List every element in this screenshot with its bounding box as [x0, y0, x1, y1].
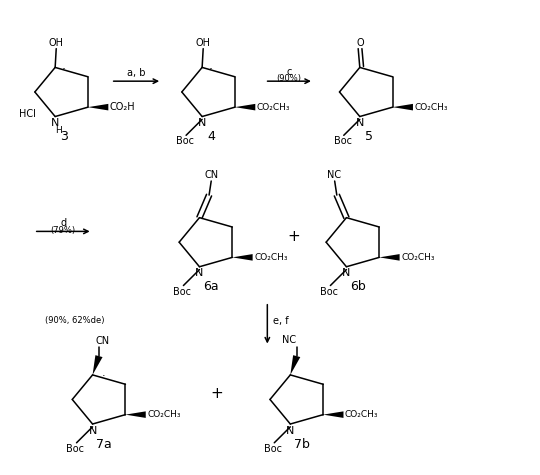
Text: +: + — [288, 229, 300, 244]
Text: CN: CN — [205, 170, 219, 180]
Text: 7a: 7a — [97, 437, 112, 451]
Text: HCl: HCl — [19, 109, 36, 119]
Text: a, b: a, b — [127, 68, 146, 78]
Polygon shape — [235, 104, 255, 110]
Text: ·: · — [102, 371, 105, 381]
Polygon shape — [291, 355, 300, 375]
Text: CO₂H: CO₂H — [110, 102, 136, 112]
Text: CO₂CH₃: CO₂CH₃ — [401, 253, 435, 262]
Polygon shape — [323, 411, 343, 418]
Text: (90%): (90%) — [276, 74, 302, 83]
Polygon shape — [379, 254, 400, 261]
Text: (79%): (79%) — [51, 227, 76, 236]
Text: 4: 4 — [207, 130, 215, 143]
Text: Boc: Boc — [334, 136, 352, 146]
Text: Boc: Boc — [264, 444, 282, 454]
Text: ·: · — [62, 63, 66, 76]
Text: Boc: Boc — [66, 444, 84, 454]
Text: d: d — [60, 218, 66, 228]
Text: ·: · — [208, 63, 213, 76]
Text: Boc: Boc — [176, 136, 194, 146]
Text: N: N — [356, 118, 364, 128]
Text: N: N — [195, 268, 204, 278]
Text: Boc: Boc — [173, 286, 191, 296]
Text: c: c — [287, 67, 292, 77]
Text: NC: NC — [282, 335, 296, 345]
Text: N: N — [51, 118, 59, 128]
Polygon shape — [88, 104, 109, 110]
Text: OH: OH — [195, 38, 211, 48]
Text: O: O — [356, 38, 364, 48]
Text: CO₂CH₃: CO₂CH₃ — [147, 410, 181, 419]
Polygon shape — [125, 411, 146, 418]
Text: +: + — [210, 386, 223, 401]
Text: e, f: e, f — [273, 315, 288, 325]
Text: CO₂CH₃: CO₂CH₃ — [414, 103, 448, 112]
Text: 3: 3 — [60, 130, 68, 143]
Polygon shape — [232, 254, 253, 261]
Text: CO₂CH₃: CO₂CH₃ — [254, 253, 287, 262]
Text: OH: OH — [49, 38, 64, 48]
Text: 6b: 6b — [350, 280, 366, 293]
Text: 6a: 6a — [204, 280, 219, 293]
Text: (90%, 62%de): (90%, 62%de) — [45, 316, 105, 325]
Polygon shape — [92, 355, 103, 375]
Text: N: N — [342, 268, 350, 278]
Text: Boc: Boc — [320, 286, 339, 296]
Text: N: N — [286, 426, 294, 436]
Text: CO₂CH₃: CO₂CH₃ — [256, 103, 290, 112]
Text: H: H — [56, 126, 62, 135]
Text: N: N — [198, 118, 206, 128]
Text: NC: NC — [327, 170, 341, 180]
Text: 7b: 7b — [294, 437, 310, 451]
Polygon shape — [393, 104, 413, 110]
Text: CO₂CH₃: CO₂CH₃ — [345, 410, 379, 419]
Text: CN: CN — [95, 336, 109, 346]
Text: N: N — [89, 426, 97, 436]
Text: 5: 5 — [365, 130, 373, 143]
